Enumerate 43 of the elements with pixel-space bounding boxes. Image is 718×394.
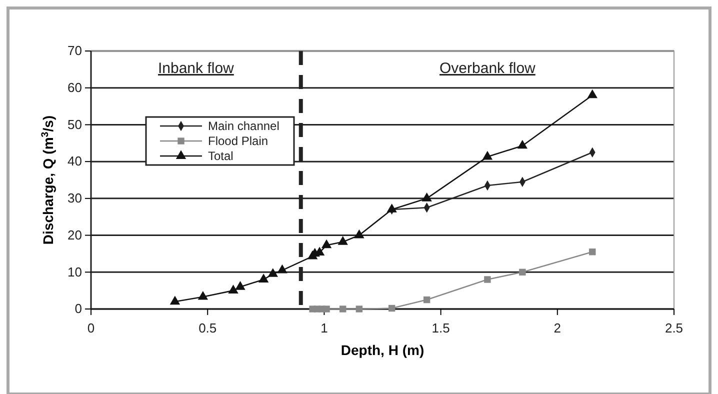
x-tick-label: 2.5 <box>664 320 684 336</box>
point <box>484 276 491 283</box>
point <box>422 192 432 202</box>
point <box>386 204 397 212</box>
point <box>589 248 596 256</box>
point <box>519 268 526 276</box>
legend-label: Total <box>208 149 234 163</box>
x-tick-label: 1 <box>320 320 328 336</box>
legend-label: Main channel <box>208 119 280 133</box>
point <box>268 268 278 277</box>
point <box>258 274 269 282</box>
point <box>423 296 430 304</box>
x-tick-label: 0 <box>87 320 95 336</box>
point <box>517 140 528 149</box>
x-tick-label: 1.5 <box>432 320 450 336</box>
annotation: Overbank flow <box>440 60 536 77</box>
point <box>235 281 246 290</box>
point <box>170 296 180 305</box>
point <box>356 306 363 312</box>
point <box>340 306 346 312</box>
point <box>228 284 238 294</box>
point <box>321 239 332 248</box>
y-tick-label: 10 <box>68 264 82 280</box>
point <box>354 229 364 238</box>
y-tick-label: 50 <box>68 116 82 132</box>
x-tick-label: 2 <box>554 320 562 336</box>
legend-label: Flood Plain <box>208 134 268 148</box>
x-axis-title: Depth, H (m) <box>340 342 424 358</box>
point <box>198 290 208 300</box>
point <box>323 306 330 312</box>
point <box>587 89 598 98</box>
y-tick-label: 0 <box>74 301 82 316</box>
point <box>277 264 288 274</box>
x-tick-label: 0.5 <box>198 320 217 336</box>
y-tick-label: 40 <box>68 154 82 169</box>
point <box>482 150 493 160</box>
annotation: Inbank flow <box>158 60 234 77</box>
y-tick-label: 70 <box>68 43 82 58</box>
y-tick-label: 30 <box>68 190 82 206</box>
y-tick-label: 60 <box>68 80 82 96</box>
point <box>388 304 396 312</box>
y-tick-label: 20 <box>68 227 82 242</box>
point <box>338 236 348 245</box>
